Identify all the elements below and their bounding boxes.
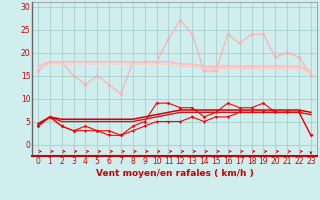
X-axis label: Vent moyen/en rafales ( km/h ): Vent moyen/en rafales ( km/h ) — [96, 169, 253, 178]
